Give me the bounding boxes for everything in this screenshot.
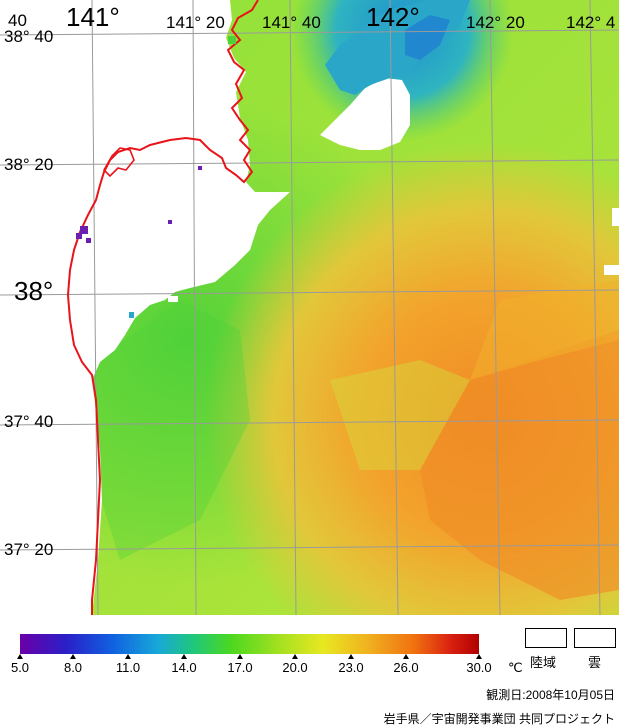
tick-label-5: 20.0 [282, 660, 308, 675]
tick-mark-4 [237, 654, 243, 659]
lon-label-3: 141° 40 [262, 13, 321, 32]
lat-label-4: 37° 20 [4, 540, 54, 559]
sst-map [0, 0, 619, 615]
lon-label-0: 40 [8, 11, 27, 30]
credit-text: 岩手県／宇宙開発事業団 共同プロジェクト [383, 712, 615, 726]
tick-mark-2 [125, 654, 131, 659]
tick-label-2: 11.0 [115, 660, 141, 675]
lon-label-6: 142° 4 [566, 13, 616, 32]
cloud-key-swatch [574, 628, 616, 648]
observation-date: 観測日:2008年10月05日 [486, 688, 615, 702]
temperature-color-scale [20, 634, 479, 654]
bay-detail [103, 147, 135, 178]
lat-label-2: 38° [14, 276, 54, 306]
tick-mark-0 [17, 654, 23, 659]
tick-mark-1 [70, 654, 76, 659]
cloud-mask-small [604, 265, 619, 275]
tick-label-4: 17.0 [227, 660, 253, 675]
lon-label-1: 141° [66, 2, 120, 32]
lat-label-3: 37° 40 [4, 412, 54, 431]
tick-mark-6 [348, 654, 354, 659]
tick-label-0: 5.0 [10, 660, 30, 675]
cool-water-core [405, 15, 450, 60]
graticule [0, 0, 619, 615]
unit-label: ℃ [508, 660, 523, 675]
cloud-mask [320, 78, 410, 150]
anomaly-pixels [76, 166, 202, 243]
tick-label-6: 23.0 [338, 660, 364, 675]
land-key-label: 陸域 [530, 655, 557, 670]
lon-label-5: 142° 20 [466, 13, 525, 32]
lon-label-2: 141° 20 [166, 13, 225, 32]
land-key-swatch [525, 628, 567, 648]
coastal-green-pixels [129, 36, 236, 318]
tick-label-3: 14.0 [171, 660, 197, 675]
land-mainland [0, 0, 290, 615]
lat-label-1: 38° 20 [4, 155, 54, 174]
tick-mark-3 [181, 654, 187, 659]
tick-mark-5 [292, 654, 298, 659]
sea-surface-temperature-field [0, 0, 619, 615]
coastline [66, 0, 259, 615]
tick-mark-7 [403, 654, 409, 659]
tick-label-1: 8.0 [63, 660, 83, 675]
tick-mark-8 [476, 654, 482, 659]
tick-label-7: 26.0 [393, 660, 419, 675]
tick-label-8: 30.0 [466, 660, 492, 675]
lat-label-0: 38° 40 [4, 27, 54, 46]
cloud-key-label: 雲 [588, 655, 602, 670]
lon-label-4: 142° [366, 2, 420, 32]
cloud-mask-small-2 [612, 208, 619, 226]
